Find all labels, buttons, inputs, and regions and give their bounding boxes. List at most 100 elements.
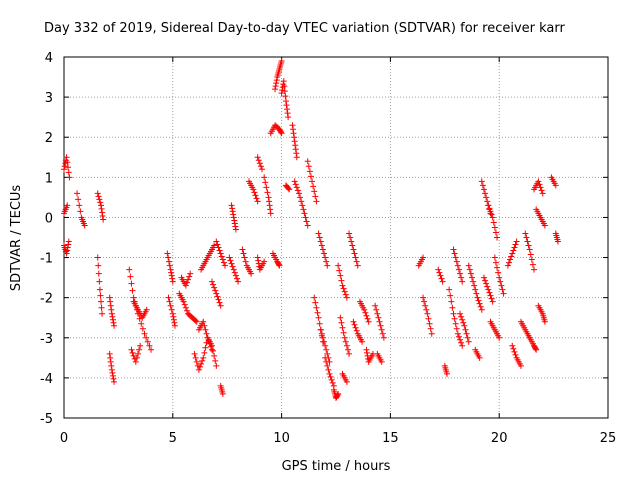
- data-point: [99, 310, 106, 317]
- data-point: [527, 251, 534, 258]
- data-point: [528, 256, 535, 263]
- data-point: [314, 309, 321, 316]
- data-point: [452, 254, 459, 261]
- data-point: [282, 93, 289, 100]
- data-point: [480, 274, 487, 281]
- data-point: [229, 208, 236, 215]
- data-point: [323, 258, 330, 265]
- data-point: [255, 157, 262, 164]
- data-point: [212, 287, 219, 294]
- data-point: [300, 206, 307, 213]
- data-point: [197, 363, 203, 370]
- data-point: [448, 298, 455, 305]
- data-point: [76, 202, 83, 209]
- data-point: [106, 350, 113, 357]
- data-point: [304, 222, 311, 229]
- data-point: [293, 154, 300, 161]
- data-point: [195, 366, 202, 373]
- data-point: [510, 345, 517, 352]
- data-point: [460, 319, 467, 326]
- data-point: [354, 262, 361, 269]
- data-point: [443, 370, 450, 377]
- data-point: [185, 276, 192, 283]
- data-point: [64, 159, 71, 166]
- data-point: [281, 83, 288, 90]
- data-point: [263, 184, 270, 191]
- data-point: [210, 281, 217, 288]
- data-point: [491, 254, 498, 261]
- data-point: [109, 313, 116, 320]
- data-point: [129, 287, 136, 294]
- data-point: [199, 357, 206, 364]
- data-point: [476, 354, 483, 361]
- data-point: [208, 346, 215, 353]
- data-point: [523, 234, 530, 241]
- data-point: [227, 257, 234, 264]
- data-point: [74, 190, 81, 197]
- data-point: [310, 183, 317, 190]
- data-point: [485, 202, 492, 209]
- data-point: [75, 196, 82, 203]
- y-tick-label: -5: [40, 412, 53, 427]
- data-point: [210, 347, 217, 354]
- data-point: [462, 326, 469, 333]
- data-point: [192, 317, 199, 324]
- data-point: [312, 299, 319, 306]
- data-point: [496, 274, 503, 281]
- data-point: [129, 349, 136, 356]
- data-point: [169, 278, 176, 285]
- data-point: [311, 294, 318, 301]
- data-point: [111, 378, 118, 385]
- data-point: [264, 189, 271, 196]
- data-point: [475, 297, 482, 304]
- y-tick-label: 0: [45, 211, 53, 226]
- data-point: [283, 102, 290, 109]
- data-point: [328, 376, 335, 383]
- data-point: [201, 322, 208, 329]
- data-point: [379, 330, 386, 337]
- data-point: [235, 278, 242, 285]
- data-point: [486, 205, 493, 212]
- data-point: [474, 294, 481, 301]
- data-point: [219, 256, 226, 263]
- data-point: [233, 275, 240, 282]
- data-point: [181, 301, 188, 308]
- data-point: [64, 244, 71, 251]
- data-point: [256, 160, 263, 167]
- data-point: [469, 274, 475, 281]
- data-point: [292, 181, 299, 188]
- data-point: [322, 254, 329, 261]
- data-point: [213, 362, 220, 369]
- data-point: [322, 354, 329, 361]
- data-point: [337, 314, 344, 321]
- data-point: [214, 241, 221, 248]
- data-point: [341, 288, 348, 295]
- data-point: [167, 266, 174, 273]
- data-point: [359, 338, 366, 345]
- data-point: [108, 306, 115, 313]
- data-point: [538, 187, 545, 194]
- data-point: [200, 354, 207, 361]
- data-point: [217, 302, 224, 309]
- data-point: [289, 122, 296, 129]
- data-point: [81, 222, 88, 229]
- data-point: [241, 254, 248, 261]
- data-point: [272, 83, 279, 90]
- data-point: [242, 258, 249, 265]
- data-point: [273, 77, 280, 84]
- data-point: [435, 266, 442, 273]
- data-point: [494, 234, 501, 241]
- data-point: [95, 193, 102, 200]
- data-point: [339, 282, 346, 289]
- data-point: [322, 342, 329, 349]
- data-point: [346, 350, 353, 357]
- data-point: [100, 216, 107, 223]
- data-point: [327, 373, 334, 380]
- data-point: [482, 277, 489, 284]
- data-point: [335, 262, 342, 269]
- data-point: [511, 244, 518, 251]
- data-point: [63, 250, 70, 257]
- data-point: [488, 211, 495, 218]
- data-point: [278, 58, 285, 65]
- data-point: [267, 206, 274, 213]
